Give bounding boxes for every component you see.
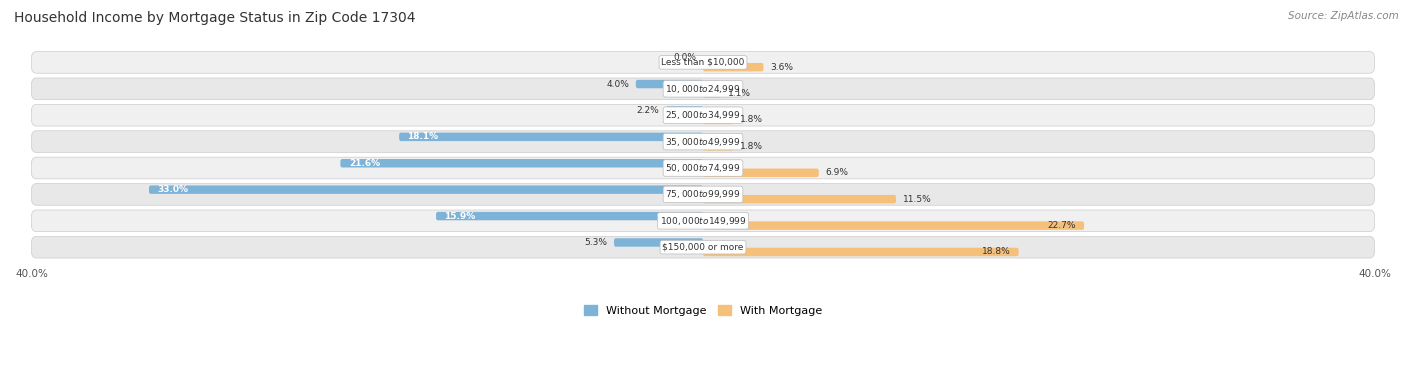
Text: $50,000 to $74,999: $50,000 to $74,999	[665, 162, 741, 174]
FancyBboxPatch shape	[436, 212, 703, 220]
Text: 18.1%: 18.1%	[408, 132, 439, 141]
FancyBboxPatch shape	[31, 78, 1375, 100]
Text: $25,000 to $34,999: $25,000 to $34,999	[665, 109, 741, 121]
FancyBboxPatch shape	[703, 142, 733, 150]
Legend: Without Mortgage, With Mortgage: Without Mortgage, With Mortgage	[579, 301, 827, 320]
FancyBboxPatch shape	[31, 184, 1375, 205]
FancyBboxPatch shape	[31, 51, 1375, 73]
FancyBboxPatch shape	[399, 133, 703, 141]
FancyBboxPatch shape	[703, 89, 721, 98]
FancyBboxPatch shape	[31, 236, 1375, 258]
FancyBboxPatch shape	[703, 195, 896, 203]
Text: 1.8%: 1.8%	[740, 142, 763, 151]
FancyBboxPatch shape	[703, 169, 818, 177]
FancyBboxPatch shape	[149, 186, 703, 194]
Text: $10,000 to $24,999: $10,000 to $24,999	[665, 83, 741, 95]
Text: 22.7%: 22.7%	[1047, 221, 1076, 230]
FancyBboxPatch shape	[636, 80, 703, 88]
Text: 5.3%: 5.3%	[585, 238, 607, 247]
Text: 15.9%: 15.9%	[444, 212, 475, 220]
FancyBboxPatch shape	[31, 131, 1375, 152]
Text: 11.5%: 11.5%	[903, 195, 932, 204]
FancyBboxPatch shape	[703, 248, 1018, 256]
FancyBboxPatch shape	[340, 159, 703, 167]
Text: 6.9%: 6.9%	[825, 168, 849, 177]
Text: 2.2%: 2.2%	[637, 106, 659, 115]
Text: Less than $10,000: Less than $10,000	[661, 58, 745, 67]
Text: $150,000 or more: $150,000 or more	[662, 243, 744, 252]
FancyBboxPatch shape	[703, 222, 1084, 230]
FancyBboxPatch shape	[703, 116, 733, 124]
Text: 3.6%: 3.6%	[770, 63, 793, 72]
Text: 1.1%: 1.1%	[728, 89, 751, 98]
FancyBboxPatch shape	[666, 106, 703, 115]
FancyBboxPatch shape	[703, 63, 763, 71]
Text: 4.0%: 4.0%	[606, 79, 628, 88]
Text: 33.0%: 33.0%	[157, 185, 188, 194]
Text: $75,000 to $99,999: $75,000 to $99,999	[665, 188, 741, 200]
Text: 21.6%: 21.6%	[349, 159, 380, 168]
FancyBboxPatch shape	[614, 238, 703, 247]
Text: 0.0%: 0.0%	[673, 53, 696, 62]
Text: Household Income by Mortgage Status in Zip Code 17304: Household Income by Mortgage Status in Z…	[14, 11, 416, 25]
FancyBboxPatch shape	[31, 104, 1375, 126]
Text: 18.8%: 18.8%	[981, 248, 1011, 256]
Text: 1.8%: 1.8%	[740, 115, 763, 124]
FancyBboxPatch shape	[31, 157, 1375, 179]
FancyBboxPatch shape	[31, 210, 1375, 232]
Text: $35,000 to $49,999: $35,000 to $49,999	[665, 136, 741, 147]
Text: Source: ZipAtlas.com: Source: ZipAtlas.com	[1288, 11, 1399, 21]
Text: $100,000 to $149,999: $100,000 to $149,999	[659, 215, 747, 227]
